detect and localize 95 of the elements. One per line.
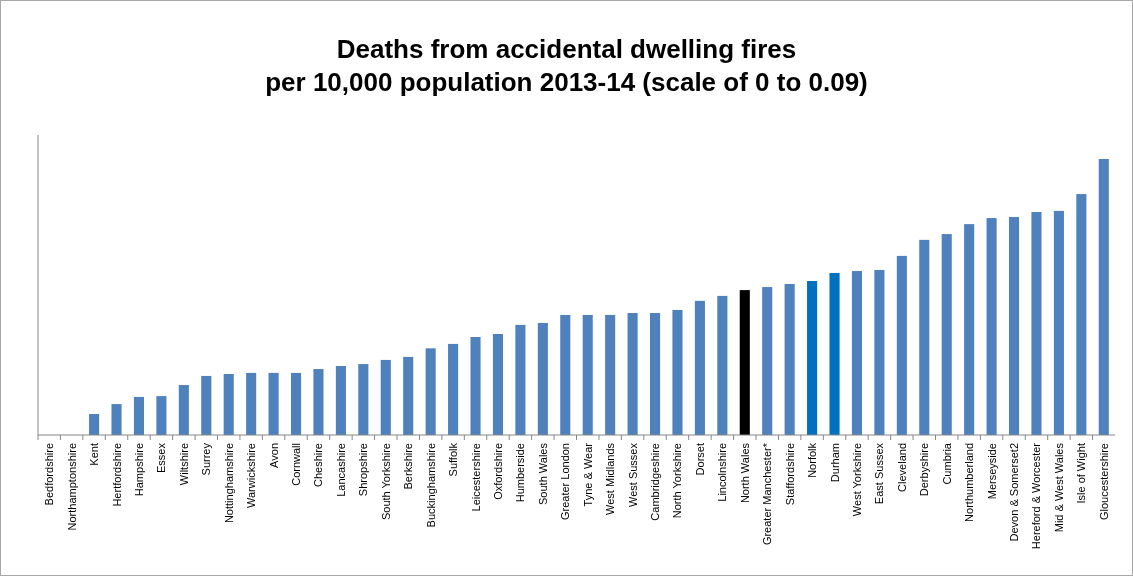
x-tick-label: West Sussex [626,442,639,507]
x-tick-label: Nottinghamshire [222,443,235,524]
bar [807,280,818,435]
bar [403,356,414,435]
x-tick-label: Bedfordshire [43,443,56,506]
bar [537,322,548,435]
bar [605,314,616,435]
bar [201,375,212,435]
x-tick-label: Dorset [693,443,706,476]
x-tick-label: Suffolk [447,442,460,477]
x-tick-label: West Midlands [604,442,617,515]
bar [156,396,167,435]
x-tick-label: Surrey [200,442,213,476]
chart-title: Deaths from accidental dwelling fires per 10,000 population 2013-14 (scale of 0 to 0.09) [265,34,868,97]
bar [246,372,257,435]
x-tick-label: Northumberland [963,443,976,522]
x-tick-label: Lincolnshire [716,443,729,502]
bar [335,366,346,435]
x-tick-label: Shropshire [357,443,370,497]
bar [133,396,145,435]
bar [649,313,661,435]
bar [492,333,504,435]
x-tick-label: Kent [88,443,101,466]
x-tick-label: Derbyshire [918,443,931,497]
bar [896,255,907,435]
bar [560,314,571,435]
bar [694,300,705,435]
x-tick-label: Lancashire [334,443,347,497]
x-tick-label: Cambridgeshire [649,443,662,521]
x-tick-label: Tyne & Wear [581,442,594,507]
bar [964,224,975,435]
x-tick-label: Essex [155,442,168,473]
bar [1031,211,1042,435]
bar [582,314,593,435]
bar [941,234,952,435]
bar [290,372,302,435]
x-tick-label: North Wales [738,442,751,504]
x-tick-label: Buckinghamshire [424,443,437,528]
x-tick-label: Norfolk [806,442,819,478]
bar [515,324,526,435]
bar [268,372,279,435]
bar [1076,194,1087,435]
bar [739,290,750,435]
x-tick-label: Avon [267,443,280,468]
bar [672,309,683,435]
x-tick-label: Cumbria [940,442,953,485]
bar [380,359,391,435]
x-tick-label: Wiltshire [177,443,190,486]
x-tick-label: Northamptonshire [65,443,78,531]
x-tick-label: Merseyside [985,443,998,500]
bar [762,287,773,435]
bar [470,337,481,435]
x-tick-label: Greater Manchester* [761,442,774,546]
bar [874,269,885,435]
x-tick-label: North Yorkshire [671,443,684,519]
bar [313,369,324,435]
bar [223,374,234,435]
bar [178,385,189,435]
bar [448,343,459,435]
x-tick-label: Berkshire [402,443,415,490]
x-tick-label: Hereford & Worcester [1030,442,1043,550]
bar [89,414,100,435]
bar [784,284,795,435]
x-tick-label: West Yorkshire [850,443,863,517]
bar [1008,216,1020,435]
x-tick-label: Greater London [559,443,572,521]
bar [358,364,369,435]
x-tick-label: Humberside [514,443,527,503]
x-tick-label: Cornwall [290,443,303,486]
x-tick-label: Leicestershire [469,443,482,512]
x-tick-label: Isle of Wight [1075,443,1088,504]
bar [111,404,122,435]
x-tick-label: Devon & Somerset2 [1008,443,1021,542]
x-tick-label: Mid & West Wales [1052,442,1065,533]
x-tick-label: Warwickshire [245,443,258,508]
x-tick-label: Durham [828,443,841,483]
bar [425,348,436,435]
x-tick-label: South Wales [536,442,549,505]
bar [986,218,997,435]
x-tick-label: Hampshire [132,443,145,497]
bar [919,239,930,435]
x-tick-label: Oxfordshire [491,443,504,500]
x-tick-label: Gloucestershire [1097,443,1110,521]
x-tick-label: Cheshire [312,443,325,488]
x-tick-label: East Sussex [873,442,886,505]
x-tick-label: South Yorkshire [379,443,392,521]
x-tick-label: Staffordshire [783,443,796,506]
bar [717,295,728,435]
bar [627,313,638,435]
x-tick-label: Hertfordshire [110,443,123,507]
bar [1098,159,1109,435]
bar [851,271,863,435]
x-tick-label: Cleveland [895,443,908,492]
bar [829,272,840,435]
bar [1053,210,1064,435]
